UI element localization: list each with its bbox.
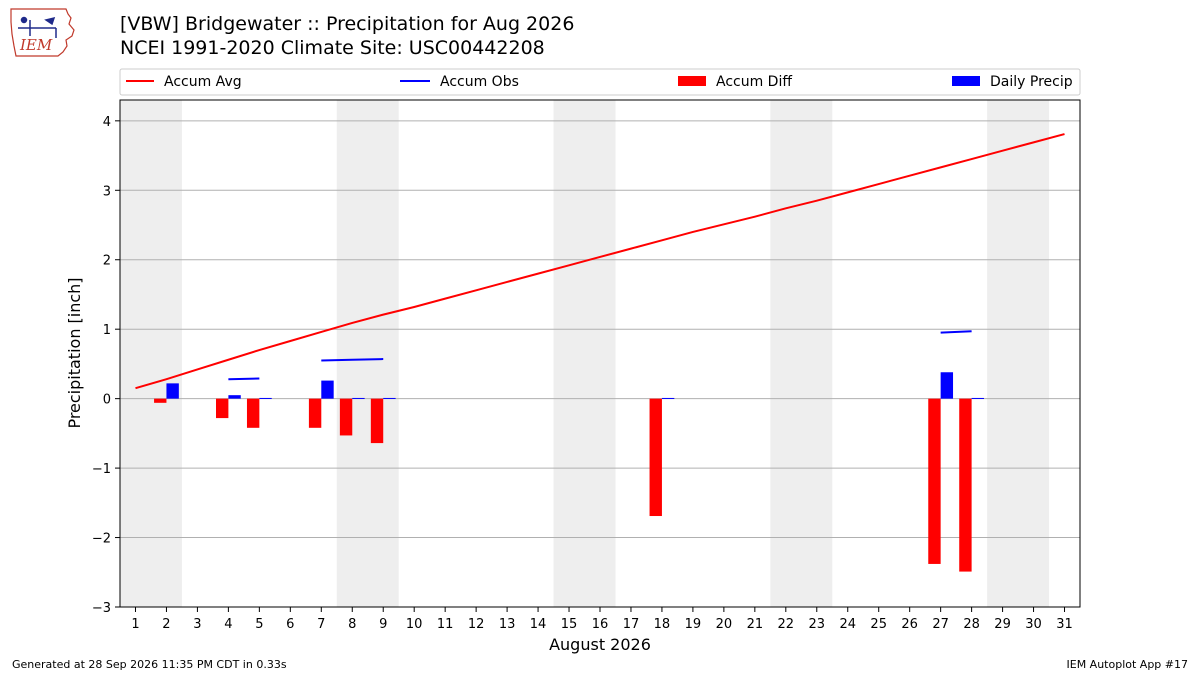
accum-obs-line [321, 358, 384, 362]
accum-diff-bar [339, 398, 353, 436]
accum-diff-bar [370, 398, 384, 444]
generated-timestamp: Generated at 28 Sep 2026 11:35 PM CDT in… [12, 658, 287, 671]
x-tick-label: 27 [932, 617, 949, 632]
logo-text: IEM [19, 36, 53, 54]
x-tick-label: 7 [317, 617, 325, 632]
x-tick-label: 13 [499, 617, 516, 632]
accum-diff-bar [959, 398, 972, 572]
x-tick-label: 6 [286, 617, 294, 632]
daily-precip-bar [166, 383, 179, 399]
weather-station-icon [18, 16, 57, 38]
daily-precip-bar [228, 395, 241, 399]
chart-title: [VBW] Bridgewater :: Precipitation for A… [120, 13, 575, 35]
x-tick-label: 25 [870, 617, 887, 632]
legend-swatch-daily-precip [952, 76, 980, 86]
legend-swatch-accum-diff [678, 76, 706, 86]
daily-precip-bar [971, 397, 984, 399]
x-tick-label: 1 [131, 617, 139, 632]
x-tick-label: 2 [162, 617, 170, 632]
x-tick-label: 9 [379, 617, 387, 632]
x-tick-label: 21 [747, 617, 764, 632]
accum-diff-bar [308, 398, 322, 428]
accum-avg-line [135, 133, 1065, 390]
y-tick-label: −3 [92, 601, 111, 616]
x-tick-label: 29 [994, 617, 1011, 632]
x-tick-label: 20 [716, 617, 733, 632]
y-tick-label: 0 [103, 393, 111, 408]
accum-diff-bar [216, 398, 229, 419]
legend-label-accum-obs: Accum Obs [440, 74, 519, 90]
legend-label-accum-avg: Accum Avg [164, 74, 242, 90]
x-tick-label: 4 [224, 617, 232, 632]
x-tick-label: 18 [654, 617, 671, 632]
y-tick-label: −2 [92, 532, 111, 547]
y-tick-label: 4 [103, 115, 111, 130]
x-tick-label: 5 [255, 617, 263, 632]
legend: Accum Avg Accum Obs Accum Diff Daily Pre… [119, 68, 1081, 96]
daily-precip-bar [259, 397, 272, 399]
y-tick-label: 3 [103, 184, 111, 199]
y-axis-label: Precipitation [inch] [65, 277, 84, 428]
x-tick-label: 30 [1025, 617, 1042, 632]
x-tick-label: 17 [623, 617, 640, 632]
legend-frame [119, 68, 1081, 96]
daily-precip-bar [321, 380, 334, 399]
accum-diff-bar [649, 398, 662, 517]
x-tick-label: 12 [468, 617, 485, 632]
weekend-shade [770, 100, 833, 607]
weekend-shade [120, 100, 182, 607]
accum-obs-line [228, 377, 260, 381]
daily-precip-bar [661, 397, 675, 399]
x-tick-label: 31 [1056, 617, 1073, 632]
x-tick-label: 24 [839, 617, 856, 632]
chart-subtitle: NCEI 1991-2020 Climate Site: USC00442208 [120, 37, 545, 59]
app-id: IEM Autoplot App #17 [1066, 658, 1189, 671]
x-tick-label: 22 [778, 617, 795, 632]
accum-diff-bar [928, 398, 941, 564]
weekend-shade [336, 100, 399, 607]
weekend-shade [553, 100, 616, 607]
accum-diff-bar [154, 398, 167, 403]
x-tick-label: 15 [561, 617, 578, 632]
y-tick-label: 2 [103, 254, 111, 269]
daily-precip-bar [940, 372, 954, 399]
daily-precip-bar [383, 397, 396, 399]
x-tick-label: 3 [193, 617, 201, 632]
legend-label-accum-diff: Accum Diff [716, 74, 792, 90]
x-axis-label: August 2026 [549, 635, 651, 654]
x-tick-label: 19 [685, 617, 702, 632]
x-tick-label: 10 [406, 617, 423, 632]
x-tick-label: 11 [437, 617, 454, 632]
accum-obs-line [940, 330, 972, 334]
accum-diff-bar [246, 398, 260, 428]
y-tick-label: −1 [92, 462, 111, 477]
daily-precip-bar [352, 397, 365, 399]
x-tick-label: 14 [530, 617, 547, 632]
weekend-shade [987, 100, 1050, 607]
legend-label-daily-precip: Daily Precip [990, 74, 1073, 90]
x-tick-label: 16 [592, 617, 609, 632]
x-tick-label: 28 [963, 617, 980, 632]
x-tick-label: 23 [809, 617, 826, 632]
y-tick-label: 1 [103, 323, 111, 338]
x-tick-label: 8 [348, 617, 356, 632]
x-tick-label: 26 [901, 617, 918, 632]
iem-logo: IEM [10, 8, 75, 57]
